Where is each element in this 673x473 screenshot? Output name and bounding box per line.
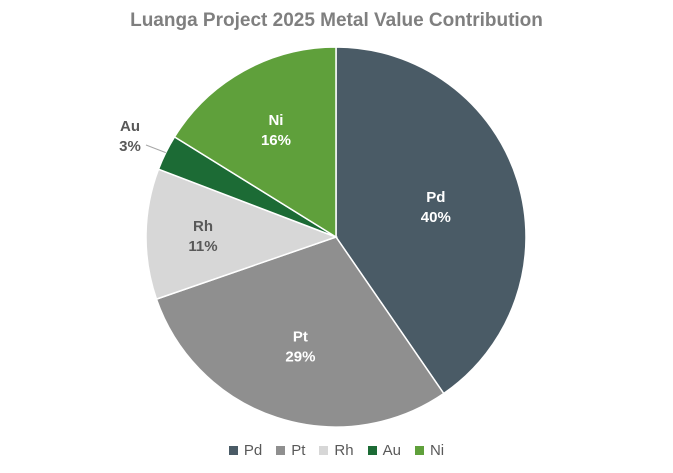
legend-item-ni: Ni	[414, 442, 445, 459]
legend-item-au: Au	[367, 442, 401, 459]
slice-category-label: Au	[120, 118, 140, 135]
legend-item-rh: Rh	[319, 442, 354, 459]
leader-line-au	[145, 144, 166, 154]
legend-swatch	[228, 446, 238, 455]
legend-label: Ni	[429, 442, 445, 459]
legend-label: Pt	[291, 442, 306, 459]
slice-value-label: 40%	[421, 209, 451, 226]
slice-category-label: Pd	[426, 189, 445, 206]
legend-swatch	[276, 446, 286, 455]
slice-category-label: Rh	[193, 218, 213, 235]
legend-item-pd: Pd	[228, 442, 263, 459]
pie-slice-pt	[155, 236, 445, 428]
legend-label: Au	[382, 442, 401, 459]
slice-category-label: Ni	[268, 112, 283, 129]
legend-swatch	[414, 446, 424, 455]
slice-value-label: 16%	[261, 132, 291, 149]
legend-item-pt: Pt	[276, 442, 305, 459]
legend-swatch	[319, 446, 329, 455]
pie-slice-pd	[335, 46, 527, 395]
slice-value-label: 11%	[188, 238, 217, 255]
chart-title: Luanga Project 2025 Metal Value Contribu…	[130, 10, 543, 31]
legend-label: Pd	[243, 442, 263, 459]
slice-value-label: 3%	[119, 138, 141, 155]
slice-value-label: 29%	[285, 348, 315, 365]
legend-swatch	[367, 446, 377, 455]
pie-slice-ni	[173, 46, 337, 239]
slice-category-label: Pt	[293, 328, 308, 345]
legend: Pd Pt Rh Au Ni	[0, 442, 673, 459]
pie-slice-rh	[145, 168, 339, 301]
legend-label: Rh	[334, 442, 354, 459]
